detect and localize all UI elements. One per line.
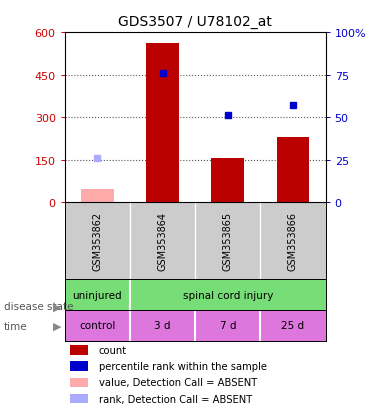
Text: value, Detection Call = ABSENT: value, Detection Call = ABSENT bbox=[99, 377, 257, 387]
Text: disease state: disease state bbox=[4, 301, 73, 311]
Bar bbox=[146, 44, 179, 202]
Bar bbox=[70, 345, 88, 355]
Text: GSM353862: GSM353862 bbox=[92, 211, 102, 271]
Text: ▶: ▶ bbox=[53, 301, 61, 311]
Text: control: control bbox=[79, 321, 115, 331]
Bar bbox=[212, 159, 244, 202]
Text: 25 d: 25 d bbox=[282, 321, 305, 331]
Text: count: count bbox=[99, 345, 127, 355]
Text: GSM353865: GSM353865 bbox=[223, 211, 233, 271]
Text: 3 d: 3 d bbox=[154, 321, 171, 331]
Text: uninjured: uninjured bbox=[73, 290, 122, 300]
Title: GDS3507 / U78102_at: GDS3507 / U78102_at bbox=[118, 15, 272, 29]
Text: rank, Detection Call = ABSENT: rank, Detection Call = ABSENT bbox=[99, 394, 252, 404]
Text: spinal cord injury: spinal cord injury bbox=[182, 290, 273, 300]
Text: time: time bbox=[4, 321, 27, 331]
Bar bbox=[70, 378, 88, 387]
Bar bbox=[81, 190, 114, 202]
Text: ▶: ▶ bbox=[53, 321, 61, 331]
Bar bbox=[70, 394, 88, 404]
Bar bbox=[70, 361, 88, 371]
Text: 7 d: 7 d bbox=[219, 321, 236, 331]
Text: GSM353864: GSM353864 bbox=[158, 211, 168, 271]
Bar bbox=[277, 138, 309, 202]
Text: percentile rank within the sample: percentile rank within the sample bbox=[99, 361, 267, 371]
Text: GSM353866: GSM353866 bbox=[288, 211, 298, 271]
